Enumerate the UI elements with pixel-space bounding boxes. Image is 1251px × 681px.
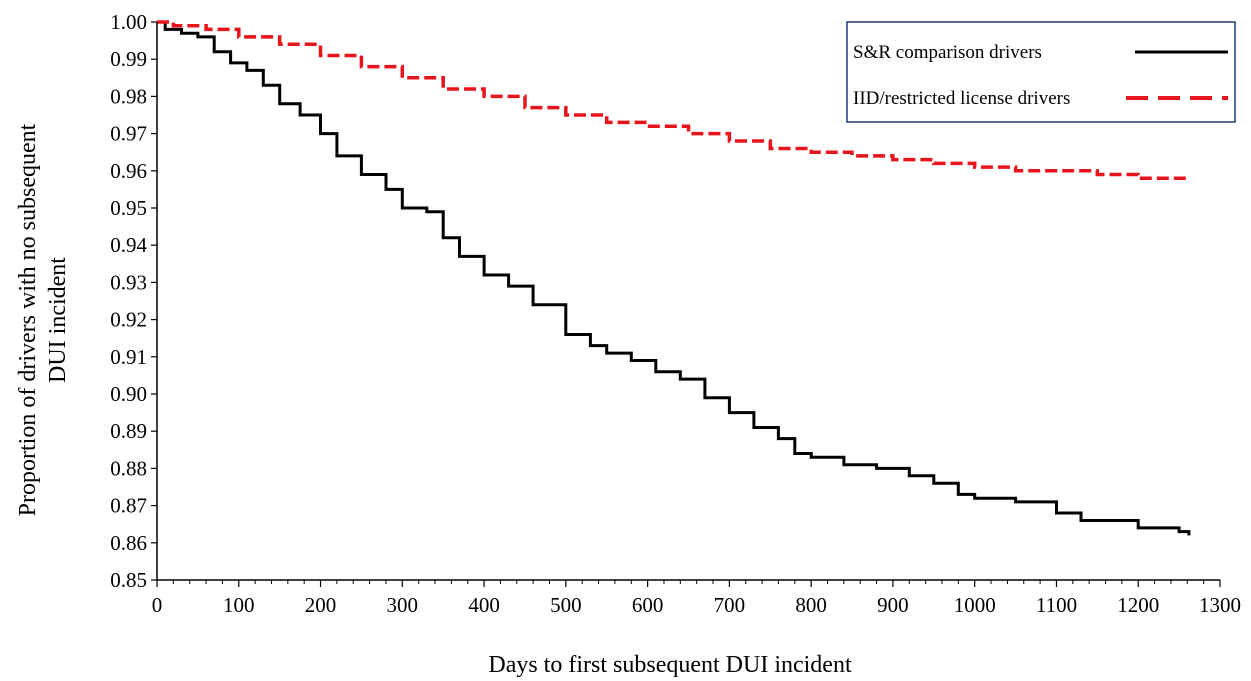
y-tick-label: 0.91 — [110, 345, 147, 369]
y-axis-title-line-1: Proportion of drivers with no subsequent — [15, 123, 41, 516]
y-tick-label: 0.98 — [110, 84, 147, 108]
y-tick-label: 0.89 — [110, 419, 147, 443]
x-tick-label: 600 — [632, 593, 664, 617]
legend-label: S&R comparison drivers — [853, 42, 1042, 63]
x-tick-label: 100 — [223, 593, 255, 617]
y-tick-label: 1.00 — [110, 10, 147, 34]
x-tick-label: 900 — [877, 593, 909, 617]
x-tick-label: 800 — [795, 593, 827, 617]
y-tick-label: 0.92 — [110, 308, 147, 332]
x-tick-label: 500 — [550, 593, 582, 617]
x-tick-label: 300 — [387, 593, 419, 617]
y-tick-label: 0.85 — [110, 568, 147, 592]
legend-label: IID/restricted license drivers — [853, 88, 1070, 109]
y-tick-label: 0.90 — [110, 382, 147, 406]
x-tick-label: 1000 — [954, 593, 996, 617]
y-tick-label: 0.97 — [110, 122, 147, 146]
plot-area — [157, 20, 1191, 536]
axes: 0.85 0.86 0.87 0.88 0.89 0.90 0.91 0.92 0.93 0.94… — [110, 10, 1241, 617]
y-tick-label: 0.93 — [110, 270, 147, 294]
y-tick-label: 0.94 — [110, 233, 147, 257]
y-tick-label: 0.88 — [110, 456, 147, 480]
y-tick-label: 0.99 — [110, 47, 147, 71]
x-tick-label: 1100 — [1036, 593, 1077, 617]
legend: S&R comparison drivers IID/restricted lic… — [846, 21, 1236, 123]
series-line-sr-comparison — [157, 20, 1191, 536]
x-tick-label: 1300 — [1199, 593, 1241, 617]
x-tick-label: 400 — [468, 593, 500, 617]
series-line-iid-restricted — [157, 20, 1189, 180]
legend-box — [846, 21, 1236, 123]
y-tick-label: 0.86 — [110, 531, 147, 555]
y-tick-label: 0.87 — [110, 494, 147, 518]
x-tick-label: 700 — [714, 593, 746, 617]
y-axis-title-line-2: DUI incident — [45, 257, 71, 383]
x-axis-title: Days to first subsequent DUI incident — [488, 652, 852, 678]
x-tick-label: 200 — [305, 593, 337, 617]
x-tick-label: 1200 — [1117, 593, 1159, 617]
y-tick-label: 0.96 — [110, 159, 147, 183]
y-tick-label: 0.95 — [110, 196, 147, 220]
x-tick-label: 0 — [152, 593, 163, 617]
